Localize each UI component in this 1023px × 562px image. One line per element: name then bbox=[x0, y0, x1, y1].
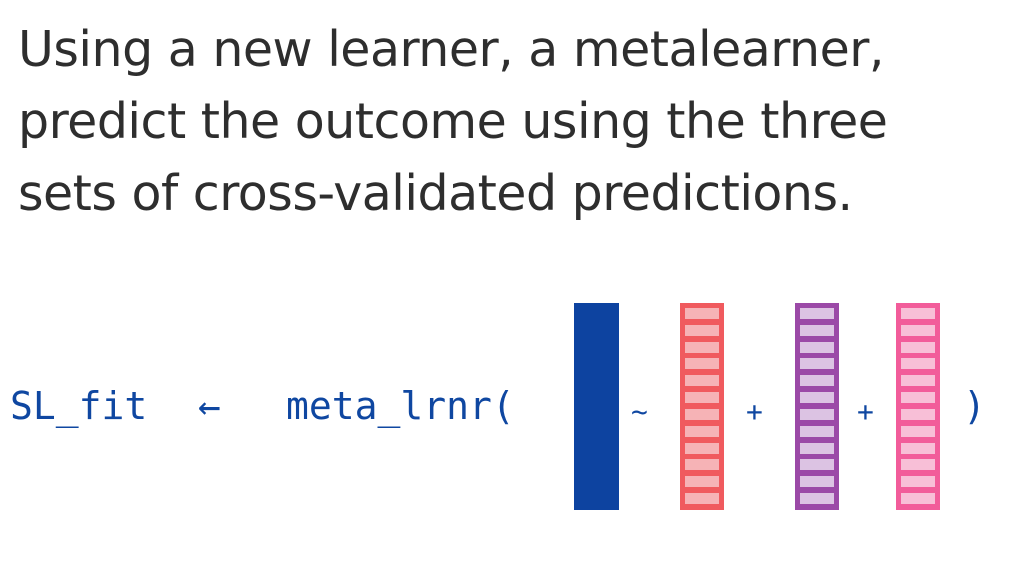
heading-line-3: sets of cross-validated predictions. bbox=[18, 165, 853, 222]
prediction-set-2-cell bbox=[800, 308, 834, 319]
close-paren: ) bbox=[963, 384, 986, 428]
prediction-set-1-cell bbox=[685, 358, 719, 370]
prediction-set-2-cell bbox=[800, 358, 834, 370]
prediction-set-1-cell bbox=[685, 392, 719, 404]
prediction-column-3 bbox=[896, 303, 940, 510]
assign-arrow: ← bbox=[198, 384, 221, 428]
function-name: meta_lrnr( bbox=[286, 384, 515, 428]
heading-line-1: Using a new learner, a metalearner, bbox=[18, 21, 884, 78]
prediction-set-1-cell bbox=[685, 425, 719, 437]
prediction-set-3-cell bbox=[901, 308, 935, 319]
plus-symbol-2: + bbox=[857, 395, 874, 428]
prediction-set-3-cell bbox=[901, 341, 935, 353]
prediction-set-1-cell bbox=[685, 442, 719, 454]
prediction-set-1-cell bbox=[685, 476, 719, 488]
prediction-set-3-cell bbox=[901, 408, 935, 420]
prediction-set-2-cell bbox=[800, 324, 834, 336]
assign-target: SL_fit bbox=[10, 384, 148, 428]
prediction-set-3-cell bbox=[901, 392, 935, 404]
prediction-set-3-cell bbox=[901, 324, 935, 336]
outcome-column bbox=[574, 303, 619, 510]
prediction-set-2-cell bbox=[800, 375, 834, 387]
prediction-set-2-cell bbox=[800, 476, 834, 488]
heading-line-2: predict the outcome using the three bbox=[18, 93, 888, 150]
prediction-set-3-cell bbox=[901, 425, 935, 437]
prediction-set-1-cell bbox=[685, 408, 719, 420]
plus-symbol-1: + bbox=[746, 395, 763, 428]
prediction-set-3-cell bbox=[901, 459, 935, 471]
prediction-set-3-cell bbox=[901, 375, 935, 387]
prediction-set-2-cell bbox=[800, 408, 834, 420]
prediction-set-2-cell bbox=[800, 425, 834, 437]
prediction-set-2-cell bbox=[800, 442, 834, 454]
prediction-set-2-cell bbox=[800, 392, 834, 404]
prediction-set-3-cell bbox=[901, 358, 935, 370]
slide-heading: Using a new learner, a metalearner, pred… bbox=[18, 14, 1008, 230]
prediction-set-2-cell bbox=[800, 459, 834, 471]
prediction-set-3-cell bbox=[901, 492, 935, 504]
prediction-set-1-cell bbox=[685, 341, 719, 353]
prediction-set-1-cell bbox=[685, 492, 719, 504]
prediction-column-1 bbox=[680, 303, 724, 510]
prediction-set-1-cell bbox=[685, 459, 719, 471]
tilde-symbol: ~ bbox=[631, 395, 648, 428]
prediction-set-2-cell bbox=[800, 492, 834, 504]
prediction-set-1-cell bbox=[685, 324, 719, 336]
prediction-set-1-cell bbox=[685, 308, 719, 319]
prediction-set-2-cell bbox=[800, 341, 834, 353]
prediction-set-3-cell bbox=[901, 442, 935, 454]
prediction-set-3-cell bbox=[901, 476, 935, 488]
prediction-column-2 bbox=[795, 303, 839, 510]
prediction-set-1-cell bbox=[685, 375, 719, 387]
